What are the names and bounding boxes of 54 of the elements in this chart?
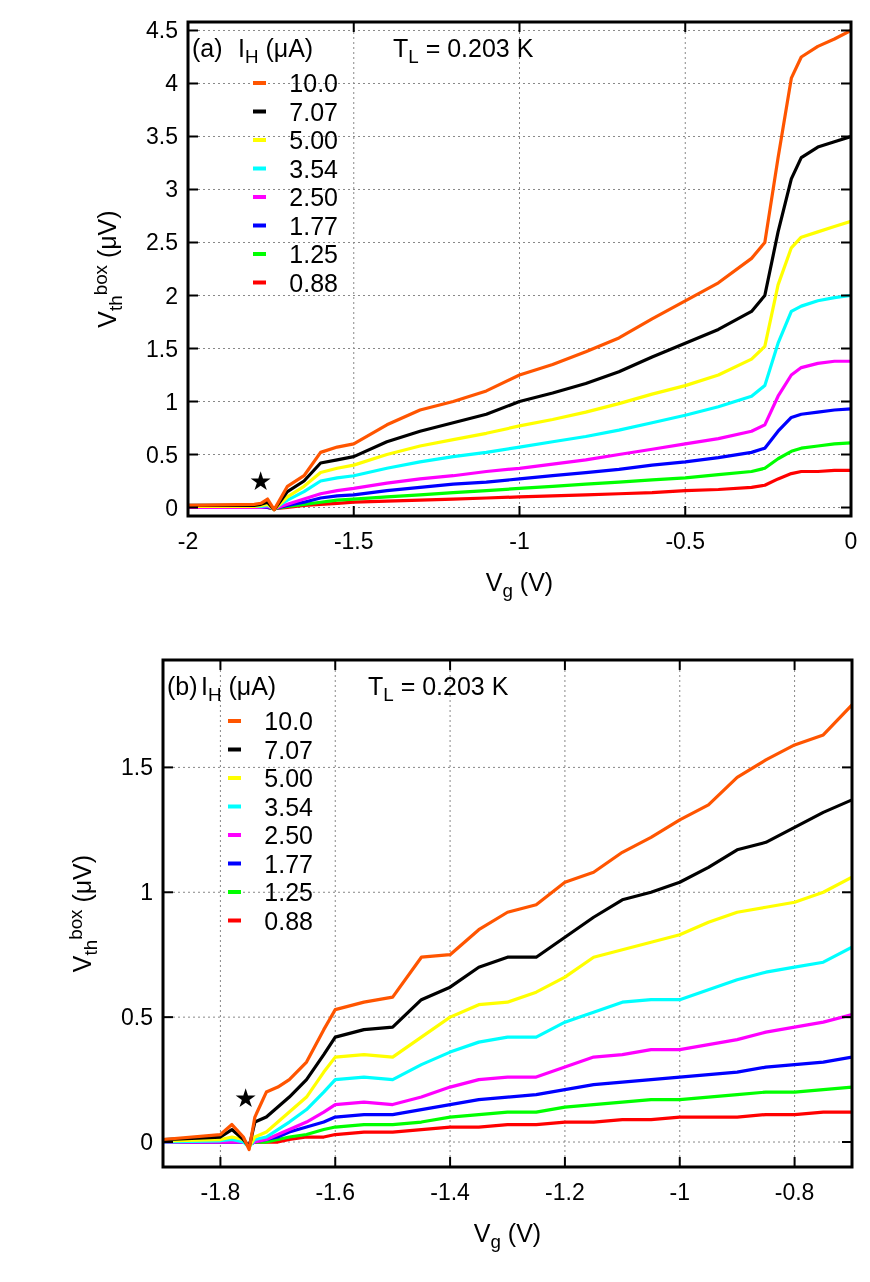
- annotation: T$_{L}$ = 0.203 K: [368, 672, 509, 705]
- line-series: [163, 945, 852, 1149]
- y-tick-label: 3: [165, 176, 178, 203]
- y-tick-label: 0: [165, 494, 178, 521]
- x-tick-label: -1.8: [200, 1179, 241, 1205]
- text: (b): [167, 672, 198, 700]
- x-axis-title: V$_{g}$ (V): [473, 1219, 542, 1252]
- legend-label: 0.88: [264, 906, 313, 935]
- legend-label: 2.50: [289, 183, 338, 211]
- x-tick-label: -2: [177, 528, 199, 554]
- x-tick-label: -1.5: [333, 528, 374, 554]
- y-tick-label: 2: [165, 282, 178, 309]
- y-tick-label: 2.5: [146, 229, 178, 256]
- x-tick-label: -0.5: [665, 528, 706, 554]
- y-tick-label: 1: [165, 388, 178, 415]
- legend-label: 2.50: [264, 821, 313, 849]
- legend-label: 5.00: [264, 764, 313, 792]
- y-tick-label: 4: [165, 70, 179, 97]
- legend-label: 7.07: [289, 97, 338, 126]
- line-series: [163, 703, 852, 1152]
- x-axis-title: V$_{g}$ (V): [485, 568, 554, 601]
- x-tick-label: -1.6: [315, 1179, 356, 1205]
- annotation: ★: [234, 1083, 258, 1113]
- legend-label: 0.88: [289, 268, 338, 297]
- legend-label: 1.25: [289, 240, 338, 268]
- y-tick-label: 1.5: [146, 335, 178, 362]
- legend-label: 10.0: [264, 707, 313, 735]
- annotation: ★: [249, 466, 273, 496]
- y-tick-label: 0: [140, 1129, 153, 1156]
- legend-label: 5.00: [289, 126, 338, 154]
- y-tick-label: 4.5: [146, 17, 178, 44]
- line-series: [188, 28, 851, 512]
- y-tick-label: 1: [140, 879, 153, 906]
- y-tick-label: 0.5: [121, 1004, 153, 1031]
- legend-title: I$_{H}$ (μA): [201, 672, 277, 705]
- text: (a): [192, 34, 223, 62]
- x-tick-label: -1: [509, 528, 530, 554]
- legend-label: 10.0: [289, 69, 338, 97]
- y-tick-label: 0.5: [146, 441, 178, 468]
- legend-label: 1.77: [264, 849, 313, 878]
- x-tick-label: -0.8: [774, 1179, 815, 1205]
- annotation: T$_{L}$ = 0.203 K: [393, 34, 534, 67]
- legend-label: 3.54: [289, 154, 339, 183]
- legend-title: I$_{H}$ (μA): [238, 34, 314, 67]
- legend-label: 3.54: [264, 792, 314, 821]
- x-tick-label: 0: [844, 528, 858, 554]
- legend-label: 7.07: [264, 735, 313, 764]
- legend-label: 1.77: [289, 211, 338, 240]
- y-tick-label: 1.5: [121, 754, 153, 781]
- x-tick-label: -1.4: [430, 1179, 471, 1205]
- y-tick-label: 3.5: [146, 123, 178, 150]
- legend-label: 1.25: [264, 878, 313, 906]
- x-tick-label: -1: [669, 1179, 690, 1205]
- x-tick-label: -1.2: [545, 1179, 585, 1205]
